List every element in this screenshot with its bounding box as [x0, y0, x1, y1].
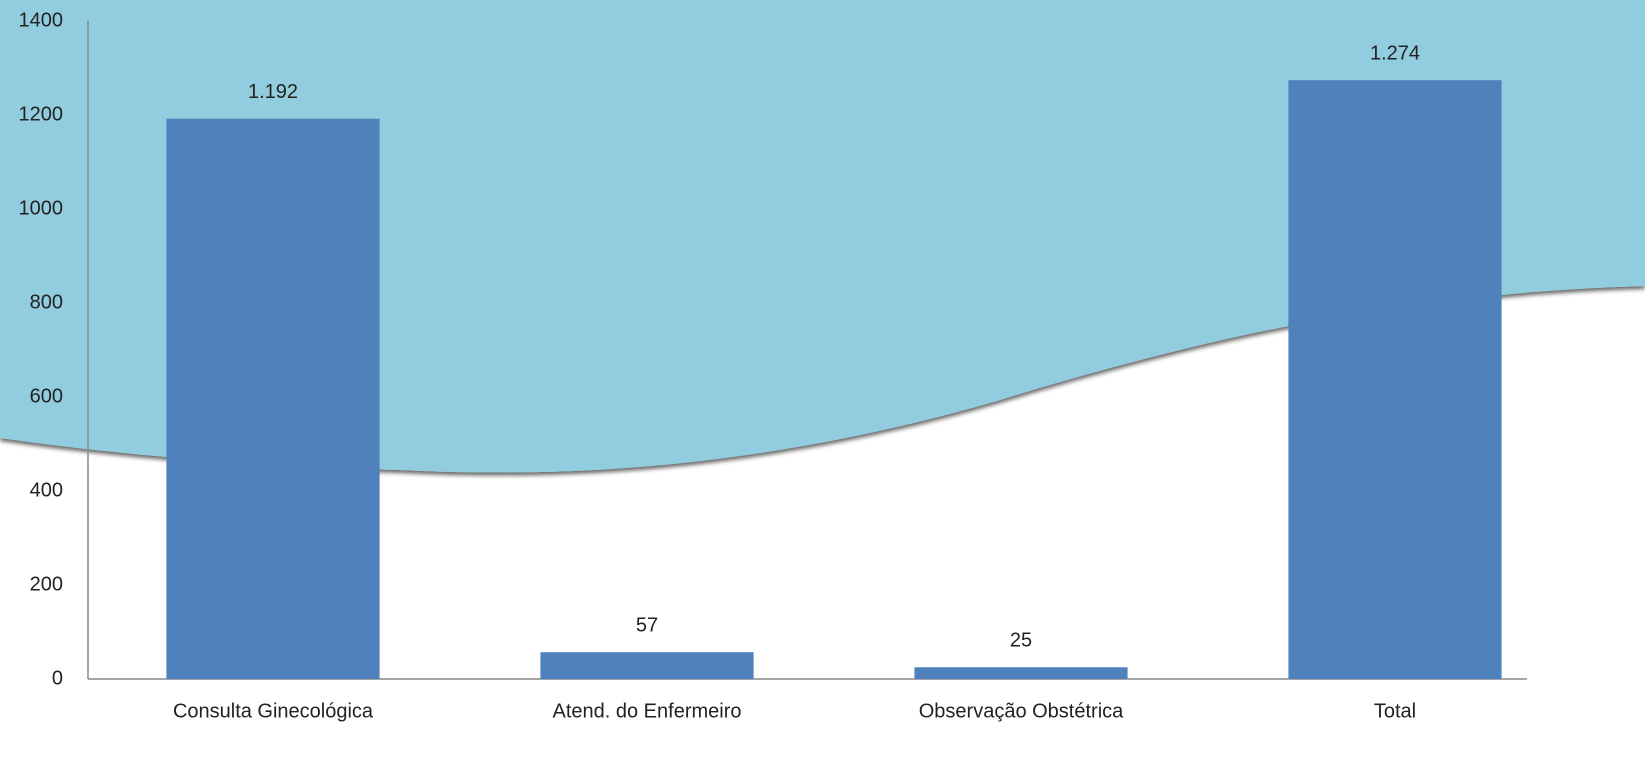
y-tick-label: 600: [30, 385, 63, 407]
bar: [1288, 80, 1502, 680]
bar: [166, 118, 380, 679]
bar: [540, 652, 754, 679]
value-label: 25: [1010, 630, 1032, 652]
bar: [914, 667, 1128, 679]
value-label: 57: [636, 614, 658, 636]
x-tick-label: Consulta Ginecológica: [173, 700, 374, 722]
y-tick-label: 1400: [19, 9, 64, 31]
x-tick-label: Atend. do Enfermeiro: [553, 700, 742, 722]
value-label: 1.192: [248, 81, 298, 103]
y-tick-label: 400: [30, 479, 63, 501]
y-tick-label: 1200: [19, 103, 64, 125]
y-tick-label: 800: [30, 291, 63, 313]
y-tick-label: 0: [52, 667, 63, 689]
x-tick-label: Total: [1374, 700, 1416, 722]
y-tick-label: 1000: [19, 197, 64, 219]
background-wave: [0, 0, 1645, 473]
value-label: 1.274: [1370, 43, 1420, 65]
y-tick-label: 200: [30, 573, 63, 595]
x-tick-label: Observação Obstétrica: [919, 700, 1124, 722]
